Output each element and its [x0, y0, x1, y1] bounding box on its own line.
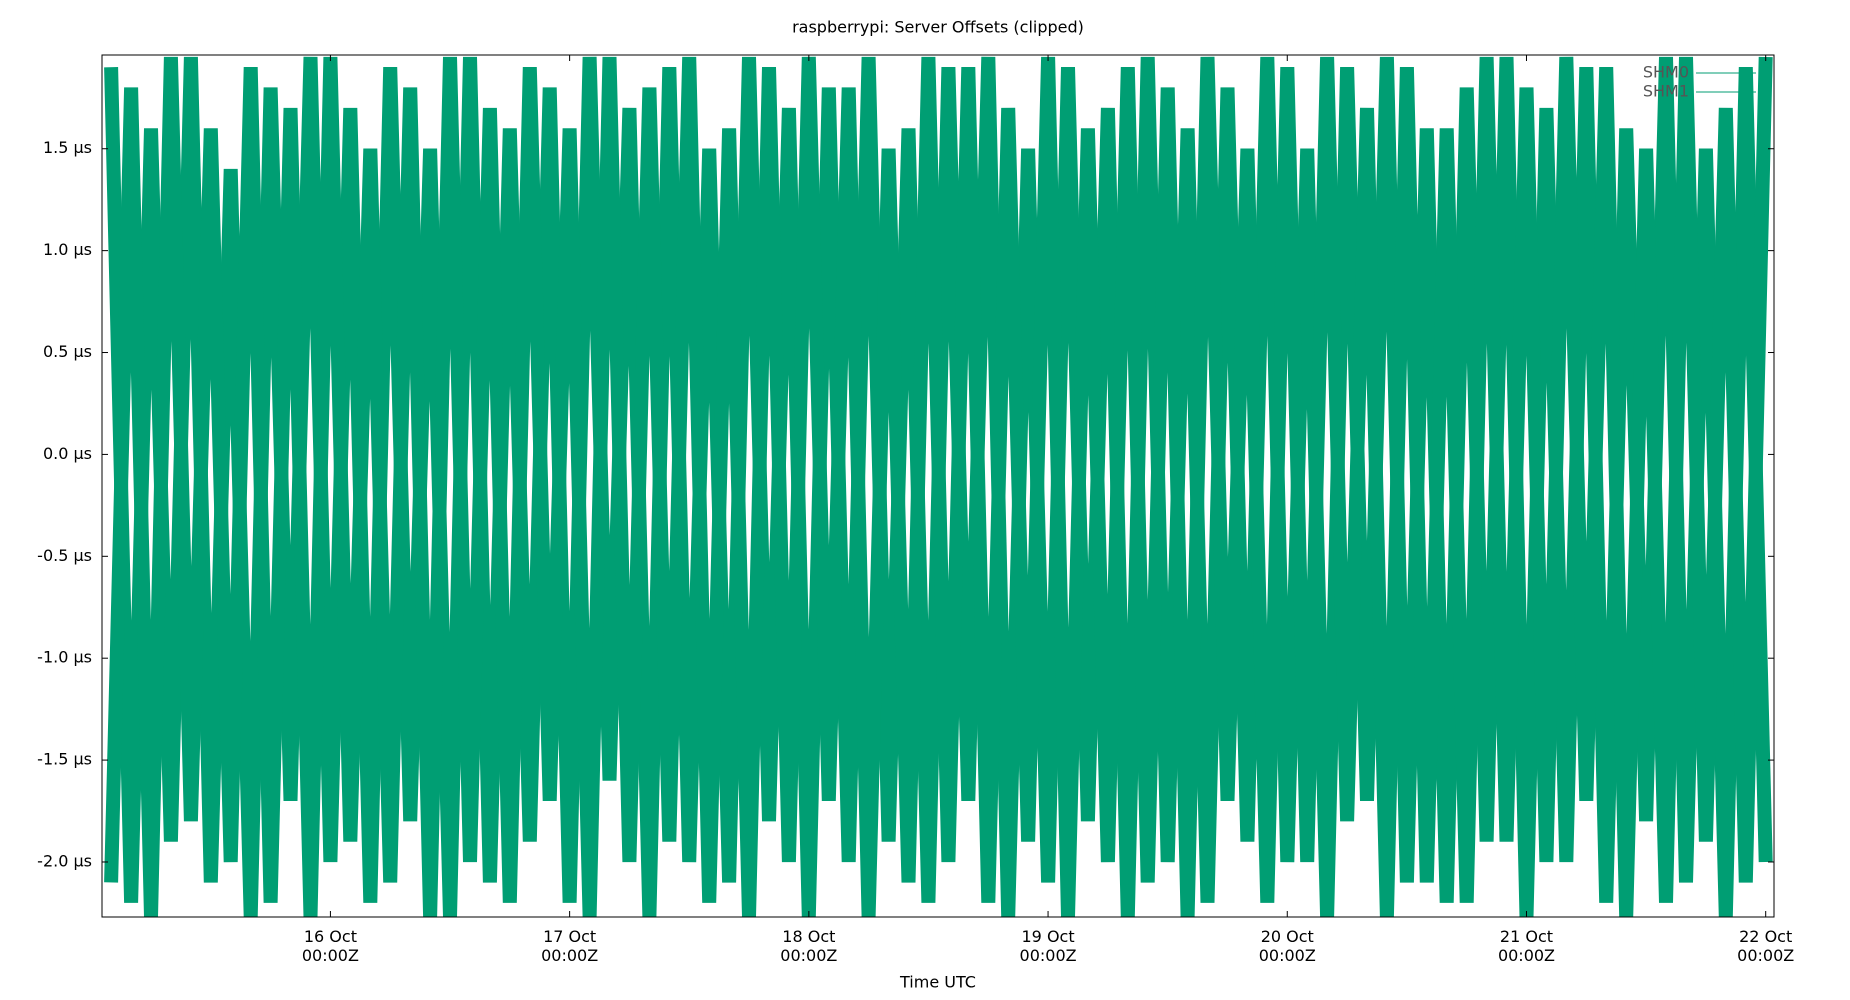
x-tick-label: 21 Oct 00:00Z — [1498, 927, 1555, 965]
x-tick-label: 18 Oct 00:00Z — [780, 927, 837, 965]
y-tick-label: -1.0 μs — [37, 648, 92, 667]
plot-frame — [101, 54, 1775, 918]
x-tick-label: 20 Oct 00:00Z — [1259, 927, 1316, 965]
x-tick-label-line: 22 Oct — [1739, 927, 1792, 946]
y-tick-label: 1.5 μs — [43, 138, 92, 157]
y-tick-label: -1.5 μs — [37, 750, 92, 769]
series-line — [104, 56, 1773, 917]
x-tick-label: 16 Oct 00:00Z — [302, 927, 359, 965]
x-tick-label-line: 17 Oct — [543, 927, 596, 946]
x-tick-label: 19 Oct 00:00Z — [1020, 927, 1077, 965]
x-axis-label: Time UTC — [899, 973, 976, 992]
x-tick-label: 22 Oct 00:00Z — [1737, 927, 1794, 965]
y-tick-label: -2.0 μs — [37, 851, 92, 870]
x-tick-label-line: 00:00Z — [1259, 946, 1316, 965]
legend-label: SHM1 — [1643, 82, 1689, 101]
x-tick-label: 17 Oct 00:00Z — [541, 927, 598, 965]
x-tick-label-line: 21 Oct — [1500, 927, 1553, 946]
y-tick-label: 1.0 μs — [43, 240, 92, 259]
x-tick-label-line: 00:00Z — [302, 946, 359, 965]
x-tick-label-line: 20 Oct — [1261, 927, 1314, 946]
x-tick-label-line: 19 Oct — [1022, 927, 1075, 946]
x-tick-label-line: 00:00Z — [1737, 946, 1794, 965]
x-tick-label-line: 00:00Z — [1020, 946, 1077, 965]
y-tick-label: 0.5 μs — [43, 342, 92, 361]
y-tick-label: 0.0 μs — [43, 444, 92, 463]
chart-title: raspberrypi: Server Offsets (clipped) — [792, 18, 1084, 37]
legend-label: SHM0 — [1643, 63, 1689, 82]
x-tick-label-line: 00:00Z — [1498, 946, 1555, 965]
x-tick-label-line: 00:00Z — [780, 946, 837, 965]
x-tick-label-line: 16 Oct — [304, 927, 357, 946]
x-tick-label-line: 00:00Z — [541, 946, 598, 965]
y-tick-label: -0.5 μs — [37, 546, 92, 565]
x-tick-label-line: 18 Oct — [782, 927, 835, 946]
